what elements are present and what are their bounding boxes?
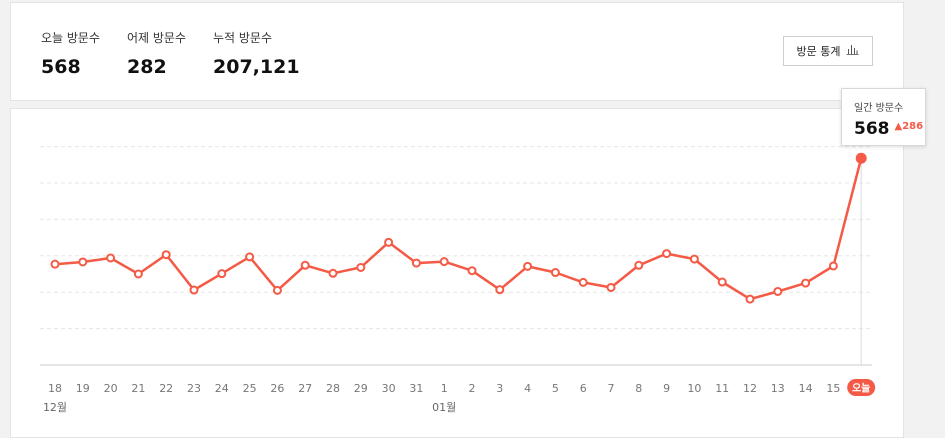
x-tick-label: 4 [524,382,531,395]
data-point[interactable] [745,294,755,304]
x-tick-label: 11 [715,382,729,395]
x-tick-label: 29 [354,382,368,395]
stat-yesterday: 어제 방문수 282 [127,29,186,78]
x-tick-label: 5 [552,382,559,395]
month-label: 01월 [432,401,456,414]
x-tick-label: 1 [441,382,448,395]
tooltip-diff-value: 286 [902,121,924,132]
x-tick-label: 9 [663,382,670,395]
summary-card: 오늘 방문수 568 어제 방문수 282 누적 방문수 207,121 방문 … [10,2,904,101]
x-tick-label: 22 [159,382,173,395]
data-point[interactable] [133,269,143,279]
data-point[interactable] [78,257,88,267]
triangle-up-icon: ▲ [894,121,903,132]
daily-visits-tooltip: 일간 방문수 568 ▲286 [841,88,926,146]
data-point[interactable] [384,237,394,247]
data-point[interactable] [606,282,616,292]
data-point[interactable] [356,262,366,272]
stat-yesterday-label: 어제 방문수 [127,31,187,45]
data-point[interactable] [328,268,338,278]
stat-total: 누적 방문수 207,121 [213,29,300,78]
data-point[interactable] [439,257,449,267]
chart-card [10,108,904,438]
series-line [54,157,863,301]
data-point[interactable] [801,278,811,288]
data-point[interactable] [106,253,116,263]
data-point[interactable] [717,277,727,287]
x-tick-label-today: 오늘 [852,383,870,395]
x-tick-label: 27 [298,382,312,395]
data-point[interactable] [523,261,533,271]
tooltip-label: 일간 방문수 [854,103,904,114]
stat-today-value: 568 [41,56,81,78]
data-point[interactable] [662,249,672,259]
month-label: 12월 [43,401,67,414]
data-point-today[interactable] [855,152,867,164]
x-tick-label: 31 [409,382,423,395]
data-point[interactable] [550,268,560,278]
x-tick-label: 21 [131,382,145,395]
x-tick-label: 28 [326,382,340,395]
x-tick-label: 13 [771,382,785,395]
visits-line-chart: 18 19 20 21 22 23 24 25 26 27 28 29 30 31 1 2 3 4 5 6 7 8 9 10 1… [40,146,876,414]
x-tick-label: 3 [496,382,503,395]
data-point[interactable] [161,250,171,260]
data-point[interactable] [634,260,644,270]
x-tick-label: 2 [469,382,476,395]
tooltip-value: 568 [854,119,890,139]
x-tick-label: 20 [104,382,118,395]
x-tick-label: 26 [270,382,284,395]
data-point[interactable] [411,258,421,268]
data-point[interactable] [828,261,838,271]
x-tick-label: 24 [215,382,229,395]
data-point[interactable] [689,254,699,264]
x-tick-label: 19 [76,382,90,395]
stat-total-value: 207,121 [213,56,300,78]
stat-today-label: 오늘 방문수 [41,31,101,45]
x-tick-label: 30 [382,382,396,395]
x-tick-label: 6 [580,382,587,395]
data-point[interactable] [272,285,282,295]
x-tick-label: 8 [635,382,642,395]
x-tick-label: 15 [826,382,840,395]
data-point[interactable] [217,269,227,279]
data-point[interactable] [245,252,255,262]
x-tick-label: 10 [687,382,701,395]
tooltip-diff: ▲286 [895,121,924,132]
data-point[interactable] [467,266,477,276]
x-tick-label: 18 [48,382,62,395]
visit-stats-button[interactable]: 방문 통계 [783,36,873,66]
data-point[interactable] [300,260,310,270]
bar-chart-icon [846,44,859,58]
x-tick-label: 12 [743,382,757,395]
data-point[interactable] [50,259,60,269]
x-tick-label: 25 [243,382,257,395]
today-badge [847,379,876,396]
x-tick-label: 7 [608,382,615,395]
x-tick-label: 23 [187,382,201,395]
x-tick-label: 14 [799,382,813,395]
visit-stats-button-label: 방문 통계 [796,45,841,58]
data-point[interactable] [189,285,199,295]
data-point[interactable] [773,286,783,296]
stat-total-label: 누적 방문수 [213,31,273,45]
data-point[interactable] [495,285,505,295]
stat-today: 오늘 방문수 568 [41,29,100,78]
data-point[interactable] [578,277,588,287]
stat-yesterday-value: 282 [127,56,167,78]
